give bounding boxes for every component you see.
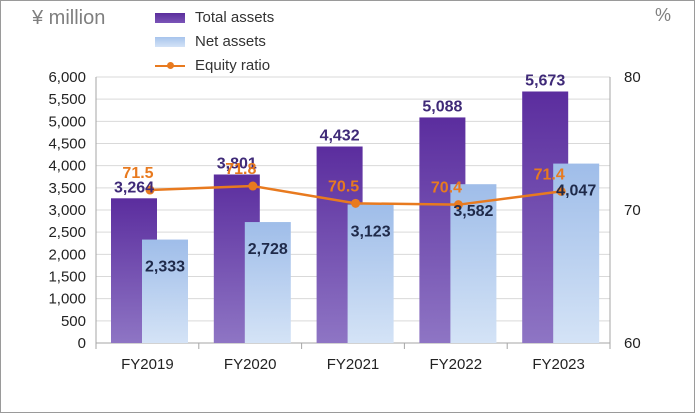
data-label-net-assets: 2,728 <box>248 241 288 258</box>
y-tick-label: 2,000 <box>48 246 86 263</box>
y2-tick-label: 80 <box>624 69 641 86</box>
data-label-equity-ratio: 70.5 <box>328 178 359 195</box>
y2-tick-label: 70 <box>624 202 641 219</box>
data-label-equity-ratio: 70.4 <box>431 180 462 197</box>
y-tick-label: 1,000 <box>48 291 86 308</box>
equity-ratio-point <box>351 198 361 208</box>
y-tick-label: 2,500 <box>48 224 86 241</box>
data-label-net-assets: 3,123 <box>351 224 391 241</box>
y-tick-label: 4,000 <box>48 158 86 175</box>
axes: 0 500 1,000 1,500 2,000 2,500 3,000 3,500 4,000 4… <box>48 69 640 373</box>
equity-ratio-point <box>145 185 155 195</box>
legend-swatch-net-assets <box>155 37 185 47</box>
data-label-equity-ratio: 71.5 <box>122 165 153 182</box>
equity-ratio-point <box>453 200 463 210</box>
y-tick-label: 3,500 <box>48 180 86 197</box>
data-label-net-assets: 2,333 <box>145 259 185 276</box>
data-label-net-assets: 4,047 <box>556 183 596 200</box>
y2-tick-label: 60 <box>624 335 641 352</box>
y-tick-label: 5,500 <box>48 91 86 108</box>
legend-label-total-assets: Total assets <box>195 9 275 26</box>
x-tick-label: FY2019 <box>121 356 174 373</box>
y-tick-label: 1,500 <box>48 269 86 286</box>
bars <box>111 91 600 343</box>
bar-net-assets <box>347 204 394 343</box>
data-label-total-assets: 3,264 <box>114 179 154 196</box>
data-label-net-assets: 3,582 <box>453 203 493 220</box>
legend-swatch-equity-ratio <box>155 62 185 69</box>
legend-swatch-total-assets <box>155 13 185 23</box>
y-tick-label: 0 <box>78 335 86 352</box>
y-tick-label: 4,500 <box>48 136 86 153</box>
x-tick-label: FY2021 <box>327 356 380 373</box>
bar-net-assets <box>244 222 291 343</box>
x-tick-label: FY2022 <box>430 356 483 373</box>
bar-net-assets <box>142 239 188 343</box>
bar-net-assets <box>450 184 497 343</box>
legend-label-equity-ratio: Equity ratio <box>195 57 271 74</box>
data-label-total-assets: 3,801 <box>217 155 257 172</box>
data-label-total-assets: 4,432 <box>320 128 360 145</box>
data-label-total-assets: 5,088 <box>422 98 462 115</box>
y-tick-label: 6,000 <box>48 69 86 86</box>
equity-ratio-point <box>248 181 258 191</box>
x-tick-label: FY2020 <box>224 356 277 373</box>
y-axis-unit-label: ¥ million <box>32 7 106 29</box>
y2-axis-unit-label: % <box>655 5 672 25</box>
equity-ratio-point <box>556 186 566 196</box>
y-tick-label: 5,000 <box>48 113 86 130</box>
y-tick-label: 3,000 <box>48 202 86 219</box>
legend-label-net-assets: Net assets <box>195 33 266 50</box>
data-label-total-assets: 5,673 <box>525 72 565 89</box>
equity-ratio-line <box>145 181 566 210</box>
y-tick-label: 500 <box>61 313 86 330</box>
data-labels: 3,264 2,333 3,801 2,728 4,432 3,123 5,088 3,582… <box>114 72 596 275</box>
data-label-equity-ratio: 71.8 <box>225 161 256 178</box>
x-tick-label: FY2023 <box>532 356 585 373</box>
data-label-equity-ratio: 71.4 <box>534 166 565 183</box>
